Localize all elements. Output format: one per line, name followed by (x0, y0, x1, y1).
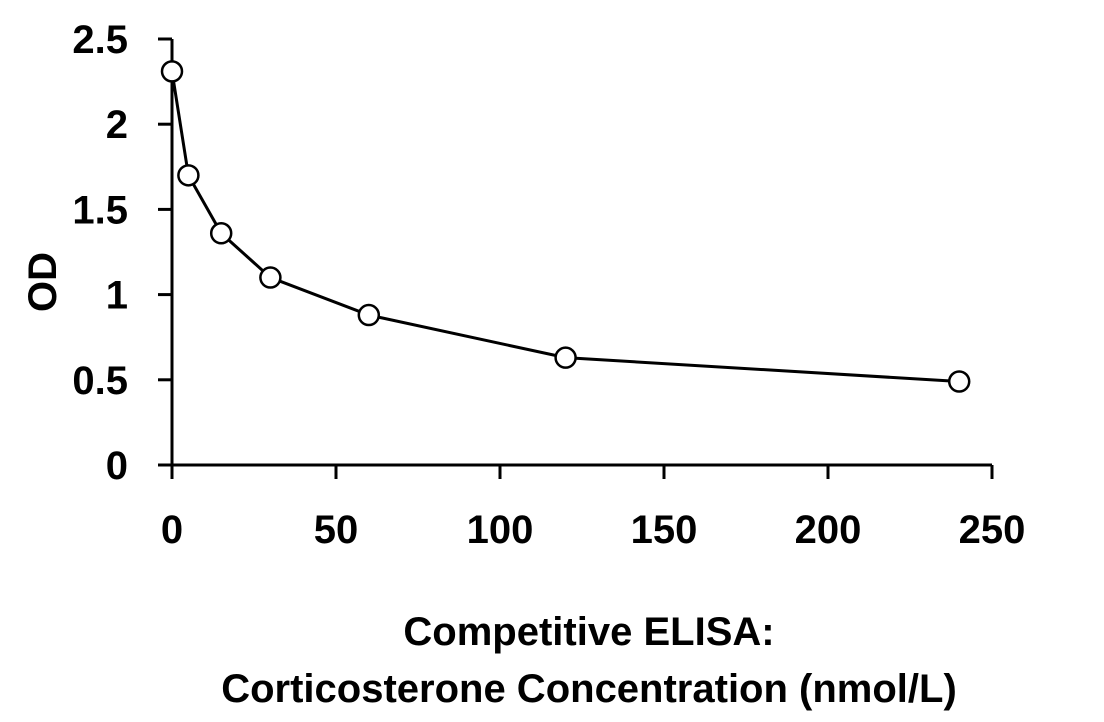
y-tick-label: 2 (106, 103, 128, 147)
y-tick-label: 0 (106, 444, 128, 488)
x-tick-label: 100 (467, 508, 534, 552)
data-point (209, 222, 233, 245)
x-axis-title-line-2: Corticosterone Concentration (nmol/L) (221, 667, 957, 711)
data-point (259, 266, 282, 289)
x-tick-label: 250 (959, 508, 1026, 552)
series-group (160, 60, 971, 393)
x-tick-label: 150 (631, 508, 698, 552)
data-point (947, 370, 971, 393)
y-ticks: 0 0.5 1 1.5 2 2.5 (72, 18, 172, 488)
y-tick-label: 1 (106, 274, 128, 318)
data-point (357, 303, 381, 327)
x-tick-label: 50 (314, 508, 359, 552)
y-tick-label: 2.5 (72, 18, 128, 62)
x-tick-label: 0 (161, 508, 183, 552)
data-point (554, 346, 577, 369)
data-point (160, 60, 184, 83)
x-tick-label: 200 (795, 508, 862, 552)
y-tick-label: 1.5 (72, 188, 128, 232)
axes (170, 39, 992, 467)
series-line (170, 71, 960, 384)
data-point (177, 164, 200, 187)
y-axis-title: OD (21, 252, 65, 312)
x-axis-title-line-1: Competitive ELISA: (403, 610, 774, 654)
x-ticks: 0 50 100 150 200 250 (161, 465, 1026, 552)
y-tick-label: 0.5 (72, 359, 128, 403)
